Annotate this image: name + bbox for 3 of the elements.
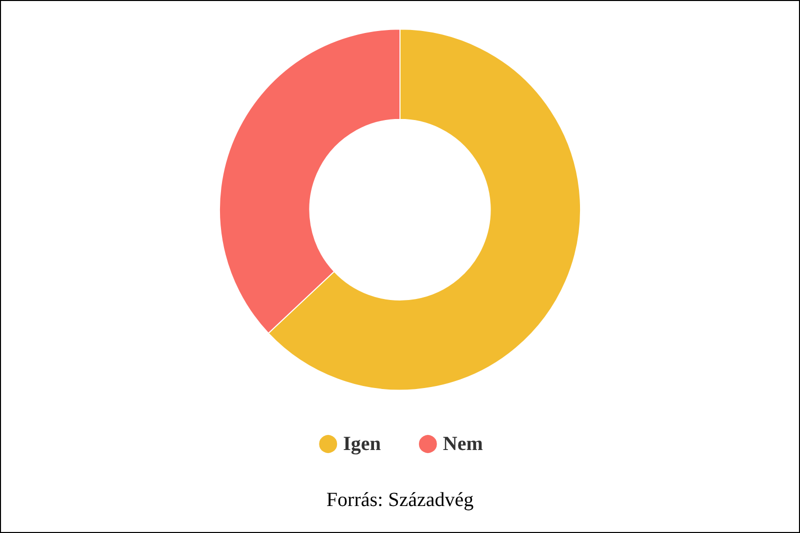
- legend-label: Igen: [343, 433, 381, 455]
- text: Forrás: Századvég: [326, 489, 474, 511]
- legend-label: Nem: [442, 433, 484, 455]
